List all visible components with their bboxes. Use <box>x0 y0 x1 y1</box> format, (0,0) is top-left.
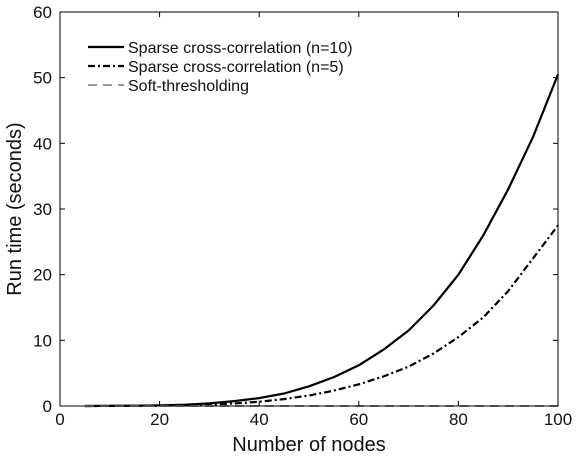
x-tick-label: 80 <box>449 410 468 429</box>
y-tick-label: 20 <box>33 266 52 285</box>
y-axis-label: Run time (seconds) <box>4 122 26 295</box>
y-tick-label: 0 <box>43 397 52 416</box>
legend-label-1: Sparse cross-correlation (n=10) <box>128 40 353 57</box>
x-axis-label: Number of nodes <box>232 434 385 456</box>
legend-label-2: Sparse cross-correlation (n=5) <box>128 59 344 76</box>
plot-area <box>60 12 558 406</box>
x-tick-label: 60 <box>349 410 368 429</box>
y-tick-label: 50 <box>33 69 52 88</box>
y-tick-label: 10 <box>33 331 52 350</box>
x-tick-label: 0 <box>55 410 64 429</box>
legend-label-3: Soft-thresholding <box>128 78 249 95</box>
y-tick-label: 60 <box>33 3 52 22</box>
y-tick-label: 30 <box>33 200 52 219</box>
legend: Sparse cross-correlation (n=10) Sparse cr… <box>88 40 353 95</box>
y-tick-label: 40 <box>33 134 52 153</box>
x-tick-label: 20 <box>150 410 169 429</box>
x-tick-label: 100 <box>544 410 572 429</box>
ticks-layer: 0 20 40 60 80 100 0 10 20 30 40 50 60 <box>33 3 572 429</box>
x-tick-label: 40 <box>250 410 269 429</box>
